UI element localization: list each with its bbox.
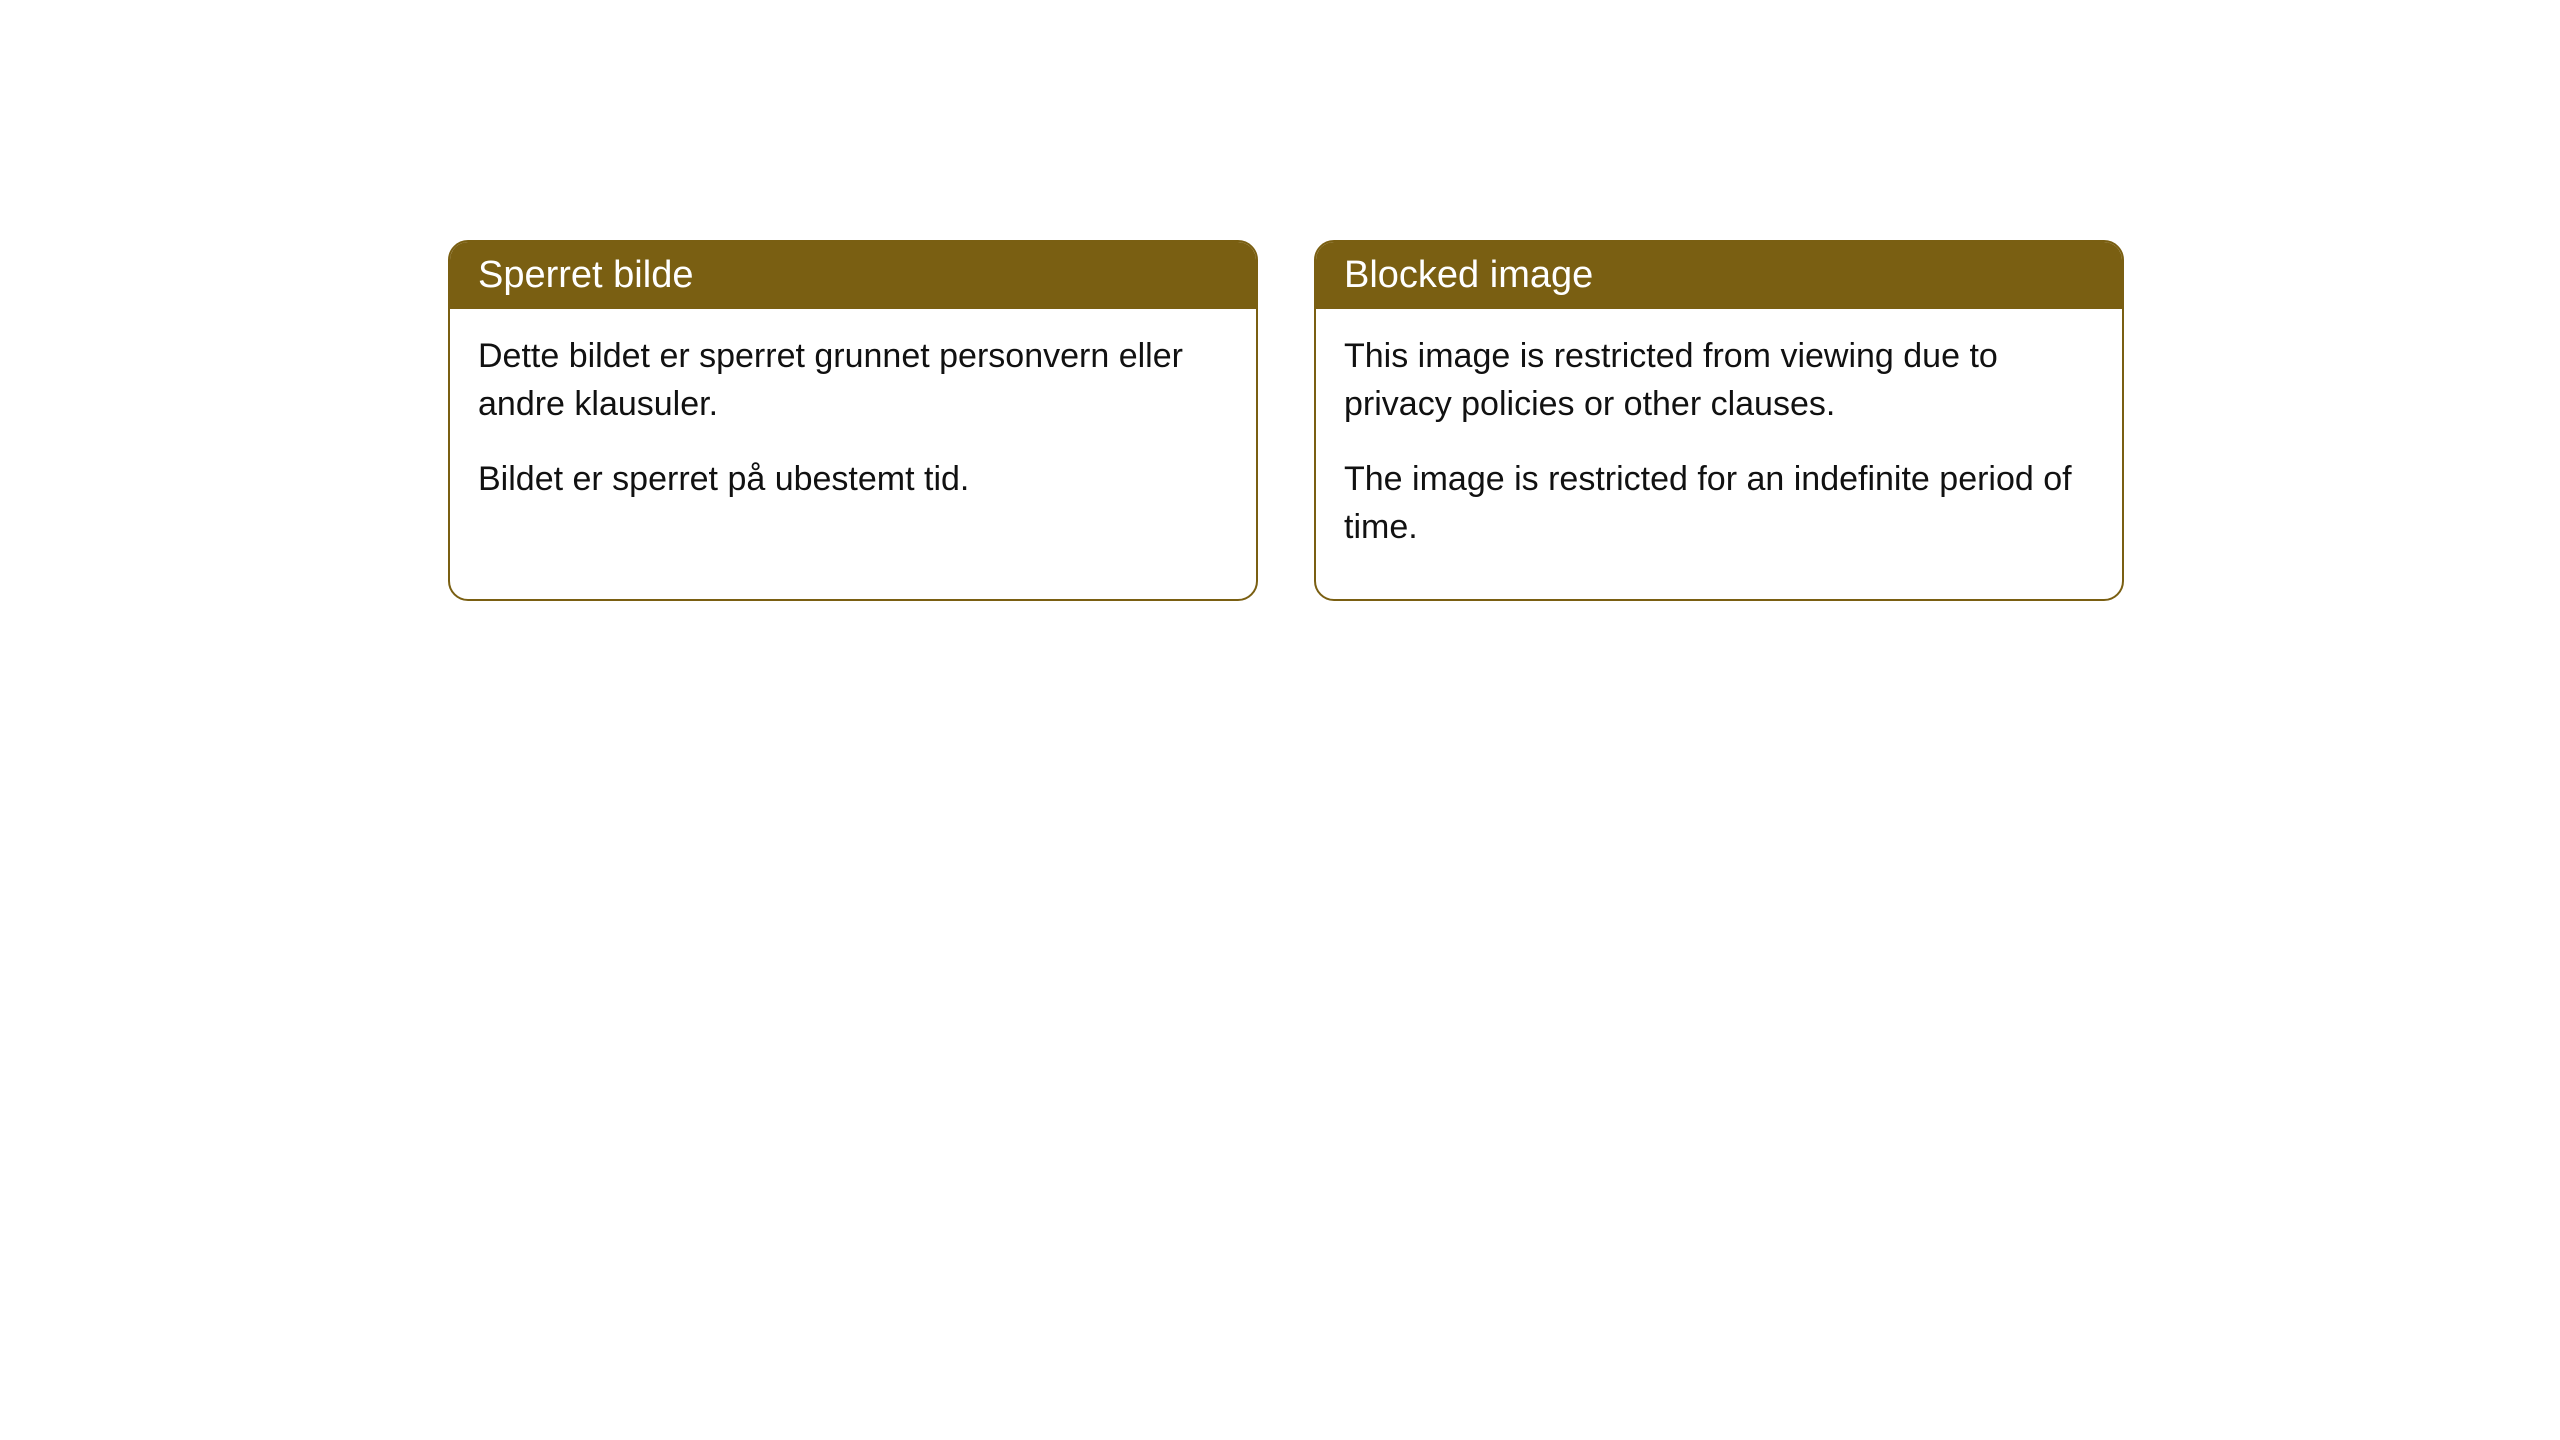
card-title: Blocked image <box>1344 254 1593 296</box>
notice-card-english: Blocked image This image is restricted f… <box>1314 240 2124 601</box>
card-paragraph: Bildet er sperret på ubestemt tid. <box>478 456 1228 504</box>
notice-container: Sperret bilde Dette bildet er sperret gr… <box>448 240 2124 601</box>
card-title: Sperret bilde <box>478 254 693 296</box>
card-header: Sperret bilde <box>450 242 1256 309</box>
card-paragraph: This image is restricted from viewing du… <box>1344 333 2094 428</box>
notice-card-norwegian: Sperret bilde Dette bildet er sperret gr… <box>448 240 1258 601</box>
card-body: This image is restricted from viewing du… <box>1316 309 2122 599</box>
card-paragraph: The image is restricted for an indefinit… <box>1344 456 2094 551</box>
card-header: Blocked image <box>1316 242 2122 309</box>
card-paragraph: Dette bildet er sperret grunnet personve… <box>478 333 1228 428</box>
card-body: Dette bildet er sperret grunnet personve… <box>450 309 1256 552</box>
